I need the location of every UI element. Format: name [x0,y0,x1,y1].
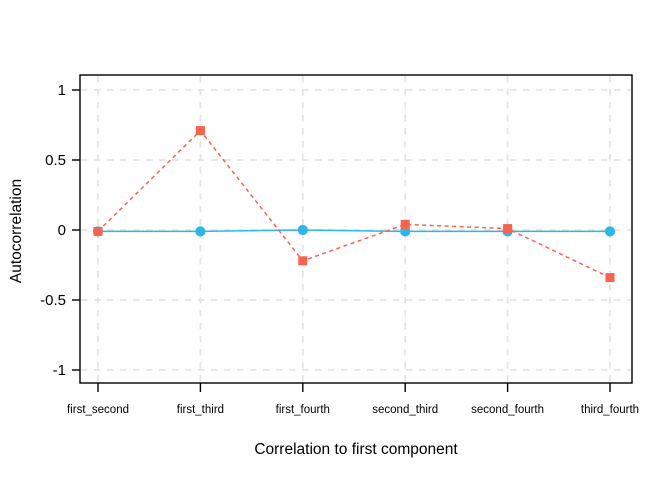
data-point-marker [93,226,103,236]
plot-border [79,74,633,384]
y-tick-label: -1 [53,362,66,379]
series-line [97,129,611,279]
data-point-marker [297,224,308,236]
x-tick-label: first_third [177,404,224,416]
data-point-marker [298,256,308,266]
data-point-marker [195,126,205,136]
x-tick-label: third_fourth [581,404,639,416]
y-tick-label: 0 [58,222,66,239]
data-point-marker [604,226,616,237]
x-tick-label: first_fourth [276,404,330,416]
x-tick-label: second_fourth [471,404,544,416]
x-tick-label: first_second [67,404,129,416]
data-point-marker [400,219,410,229]
series-red-dashed-squares [93,126,615,283]
y-tick-label: 0.5 [45,152,66,169]
y-axis-title: Autocorrelation [8,178,25,284]
data-point-marker [195,226,206,237]
x-tick-label: second_third [372,404,438,416]
x-axis-title: Correlation to first component [254,441,458,458]
data-point-marker [503,224,513,234]
y-tick-label: 1 [58,82,66,99]
data-point-marker [605,273,615,283]
series-line [98,229,610,233]
series-blue-solid-circles [92,224,616,237]
y-tick-label: -0.5 [40,292,66,309]
